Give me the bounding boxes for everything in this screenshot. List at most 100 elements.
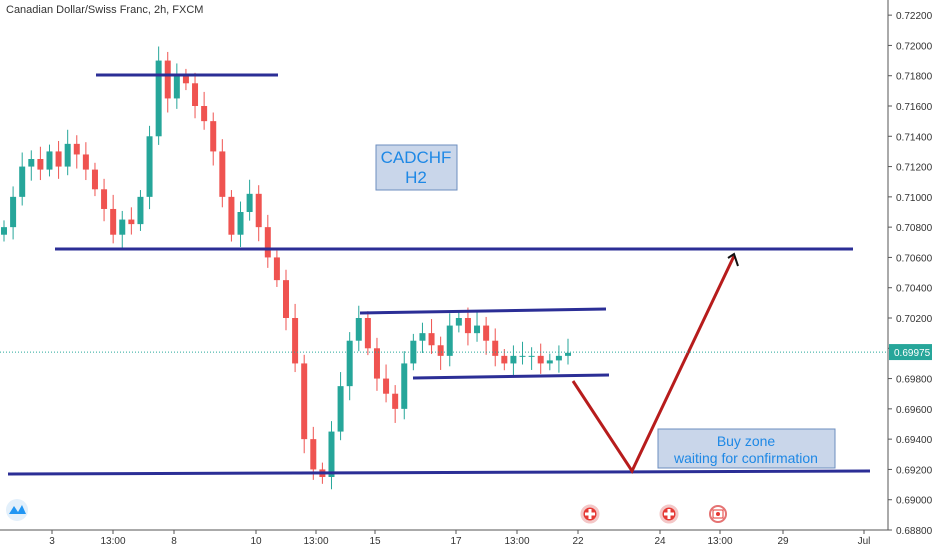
candle xyxy=(246,179,253,221)
candle xyxy=(219,139,226,208)
candle xyxy=(455,311,462,333)
candle xyxy=(283,269,289,331)
candle xyxy=(437,336,444,370)
time-tick-label: 13:00 xyxy=(303,536,328,547)
candle xyxy=(19,152,26,206)
buy-zone-label-text: Buy zone waiting for confirmation xyxy=(673,433,818,466)
candle xyxy=(255,185,262,242)
price-tick-label: 0.70800 xyxy=(896,223,932,234)
price-tick-label: 0.71600 xyxy=(896,102,932,113)
candle xyxy=(173,63,180,109)
candle xyxy=(355,305,362,352)
price-tick-label: 0.70600 xyxy=(896,253,932,264)
candle xyxy=(510,345,517,376)
candle xyxy=(337,372,344,441)
time-tick-label: 17 xyxy=(450,536,462,547)
drawings-layer xyxy=(7,73,871,476)
candle xyxy=(546,353,553,371)
candle xyxy=(110,194,117,244)
time-tick-label: 15 xyxy=(369,536,381,547)
candle xyxy=(1,220,7,242)
buy-zone-label-box[interactable] xyxy=(657,428,836,469)
candle xyxy=(419,322,426,353)
candle xyxy=(555,345,562,373)
candle xyxy=(383,364,390,403)
candle xyxy=(328,421,335,490)
candle xyxy=(310,426,317,480)
candle xyxy=(483,316,490,355)
candle xyxy=(237,201,244,247)
candle xyxy=(128,207,135,235)
price-tick-label: 0.69600 xyxy=(896,405,932,416)
price-tick-label: 0.71000 xyxy=(896,193,932,204)
labels-layer: CADCHF H2 Buy zone waiting for confirmatio… xyxy=(375,144,836,469)
time-tick-label: 13:00 xyxy=(100,536,125,547)
candle xyxy=(182,68,189,91)
candle xyxy=(392,385,399,423)
candle xyxy=(428,319,435,354)
candle xyxy=(519,341,526,365)
candle xyxy=(410,333,417,371)
price-tick-label: 0.69200 xyxy=(896,465,932,476)
price-tick-label: 0.71400 xyxy=(896,132,932,143)
time-tick-label: 8 xyxy=(171,536,177,547)
candle xyxy=(82,142,89,181)
time-tick-label: 24 xyxy=(654,536,666,547)
range-bottom-line[interactable] xyxy=(412,373,610,380)
candle xyxy=(273,250,280,287)
price-axis[interactable]: 0.72200 0.72000 0.71800 0.71600 0.71400 0.712… xyxy=(0,0,932,537)
candle xyxy=(292,303,299,373)
time-tick-label: 10 xyxy=(250,536,262,547)
cadchf-label-text: CADCHF H2 xyxy=(381,148,452,187)
time-tick-label: 22 xyxy=(572,536,584,547)
event-marker[interactable] xyxy=(659,504,679,524)
price-tick-label: 0.71800 xyxy=(896,72,932,83)
candle xyxy=(155,46,162,145)
price-tick-label: 0.70400 xyxy=(896,284,932,295)
candle xyxy=(201,91,208,130)
candle xyxy=(537,343,544,374)
event-markers xyxy=(580,504,727,524)
time-tick-label: 3 xyxy=(49,536,55,547)
candle xyxy=(28,150,35,181)
price-tick-label: 0.70200 xyxy=(896,314,932,325)
last-price-label: 0.69975 xyxy=(894,348,931,359)
candle xyxy=(528,347,535,370)
candle xyxy=(501,349,508,371)
event-marker[interactable] xyxy=(580,504,600,524)
candle xyxy=(55,140,62,179)
candle xyxy=(91,162,98,197)
candle xyxy=(192,72,199,119)
candle xyxy=(101,178,108,222)
candle xyxy=(373,337,380,391)
tradingview-logo-icon xyxy=(6,499,28,521)
time-tick-label: Jul xyxy=(858,536,871,547)
projection-path[interactable] xyxy=(571,255,736,475)
cadchf-label-box[interactable] xyxy=(375,144,458,191)
candle xyxy=(364,311,371,356)
time-axis[interactable]: 3 13:00 8 10 13:00 15 17 13:00 22 24 13:00 29 Jul xyxy=(49,530,870,547)
price-tick-label: 0.72200 xyxy=(896,11,932,22)
price-tick-label: 0.72000 xyxy=(896,41,932,52)
time-tick-label: 13:00 xyxy=(504,536,529,547)
price-tick-label: 0.69400 xyxy=(896,435,932,446)
event-marker-flag[interactable] xyxy=(709,505,727,523)
price-tick-label: 0.69000 xyxy=(896,496,932,507)
price-tick-label: 0.68800 xyxy=(896,526,932,537)
projection-arrowhead xyxy=(727,252,739,267)
candle xyxy=(164,51,171,113)
candle xyxy=(73,135,80,169)
time-tick-label: 29 xyxy=(777,536,789,547)
bottom-support-line[interactable] xyxy=(7,469,871,476)
candle xyxy=(119,210,126,249)
price-tick-label: 0.71200 xyxy=(896,163,932,174)
time-tick-label: 13:00 xyxy=(707,536,732,547)
candle xyxy=(446,313,453,367)
range-top-line[interactable] xyxy=(359,307,607,315)
candle xyxy=(37,146,44,181)
chart-title: Canadian Dollar/Swiss Franc, 2h, FXCM xyxy=(6,4,204,16)
candle xyxy=(228,190,235,242)
price-tick-label: 0.69800 xyxy=(896,375,932,386)
candle xyxy=(46,144,53,177)
